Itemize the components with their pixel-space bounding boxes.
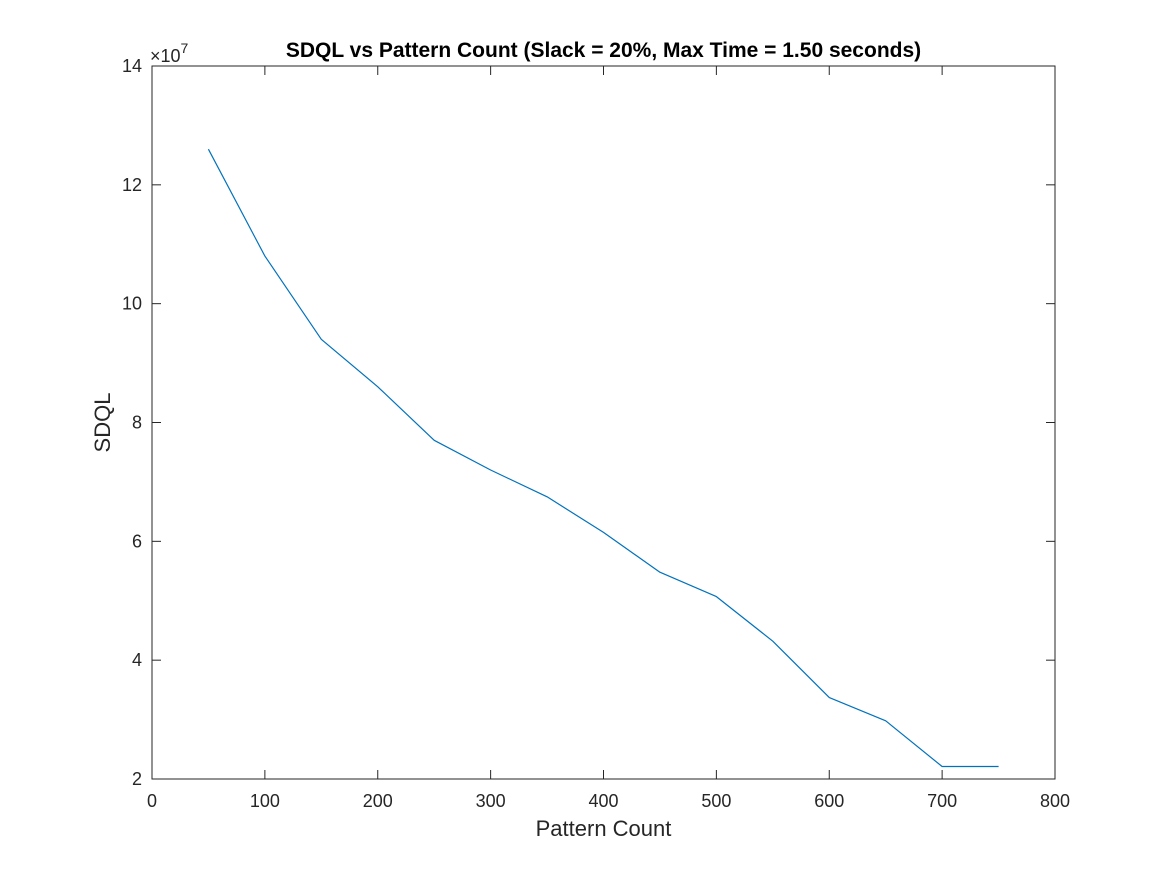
x-tick-label: 100 xyxy=(250,791,280,811)
plot-area xyxy=(151,65,1056,780)
x-tick-label: 600 xyxy=(814,791,844,811)
y-tick-label: 14 xyxy=(122,56,142,76)
y-tick-label: 10 xyxy=(122,294,142,314)
x-tick-label: 700 xyxy=(927,791,957,811)
data-layer xyxy=(207,148,999,768)
x-tick-label: 300 xyxy=(476,791,506,811)
x-tick-label: 0 xyxy=(147,791,157,811)
x-tick-label: 800 xyxy=(1040,791,1070,811)
axes-box xyxy=(151,65,1056,780)
x-tick-label: 200 xyxy=(363,791,393,811)
x-tick-label: 500 xyxy=(701,791,731,811)
y-tick-label: 6 xyxy=(132,531,142,551)
chart-title: SDQL vs Pattern Count (Slack = 20%, Max … xyxy=(286,39,921,62)
y-axis-exponent: ×107 xyxy=(150,40,189,66)
x-tick-label: 400 xyxy=(588,791,618,811)
y-axis-exponent-base: ×10 xyxy=(150,46,181,66)
y-axis-label: SDQL xyxy=(90,393,115,453)
y-tick-label: 8 xyxy=(132,413,142,433)
series-line xyxy=(207,148,999,768)
y-tick-label: 4 xyxy=(132,650,142,670)
y-tick-label: 12 xyxy=(122,175,142,195)
y-tick-label: 2 xyxy=(132,769,142,789)
axis-ticks: 0 100 200 300 400 500 600 700 800 2 4 6 8 10 12 14 xyxy=(122,56,1070,811)
x-axis-label: Pattern Count xyxy=(536,816,672,841)
y-axis-exponent-power: 7 xyxy=(181,40,189,56)
